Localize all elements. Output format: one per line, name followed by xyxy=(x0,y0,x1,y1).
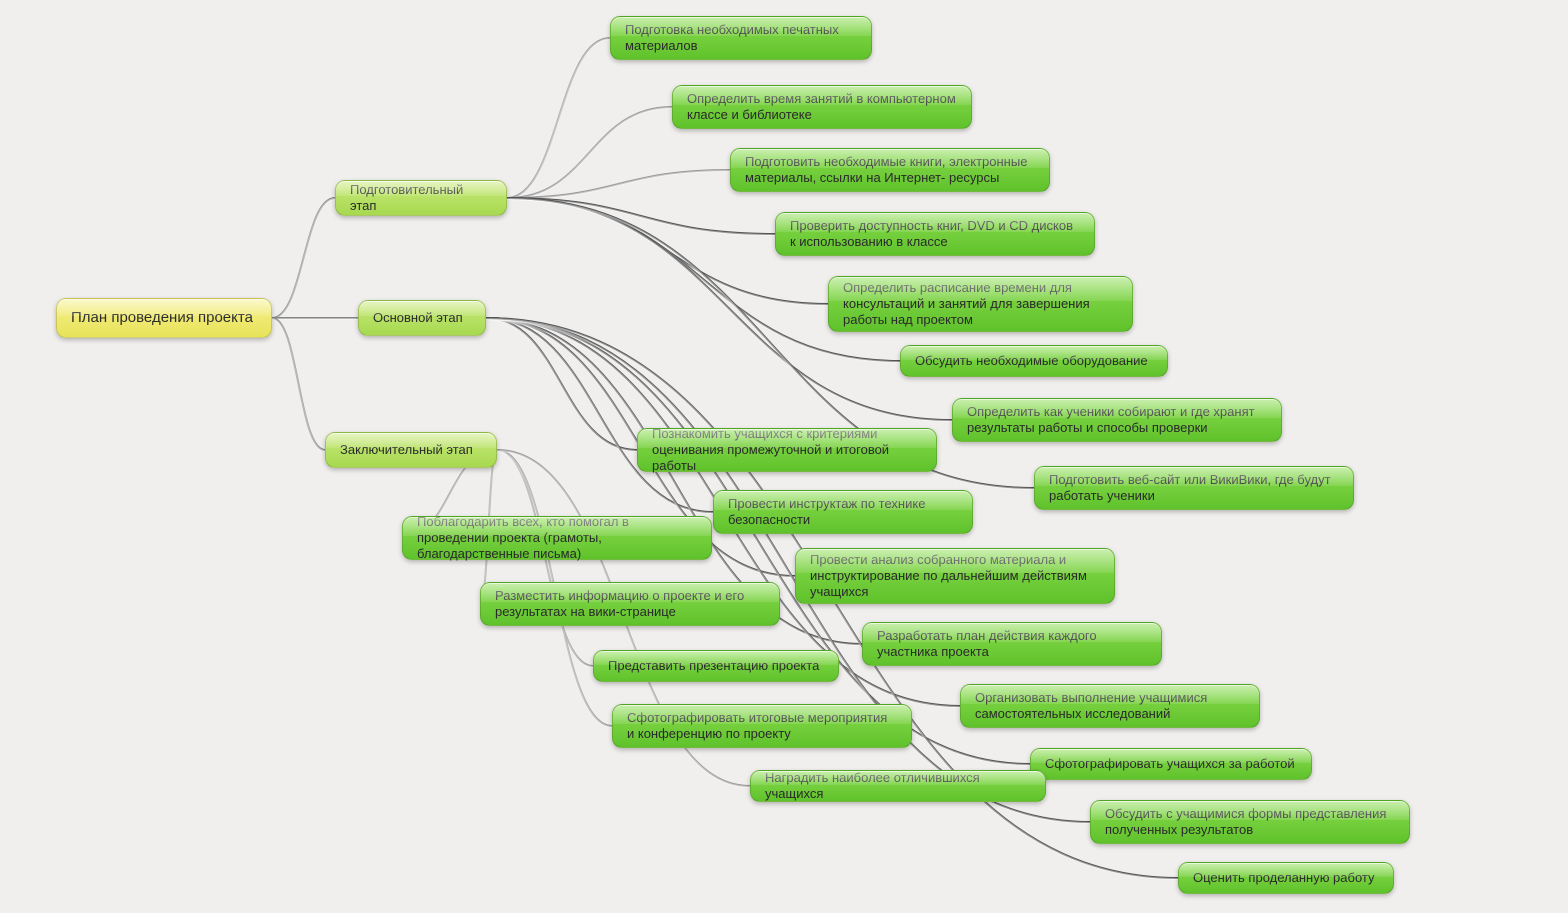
node-leaf[interactable]: Представить презентацию проекта xyxy=(593,650,839,682)
node-leaf[interactable]: Подготовить необходимые книги, электронн… xyxy=(730,148,1050,192)
node-label: Провести инструктаж по технике безопасно… xyxy=(728,496,958,529)
node-label: Оценить проделанную работу xyxy=(1193,870,1375,886)
node-label: Определить как ученики собирают и где хр… xyxy=(967,404,1267,437)
node-leaf[interactable]: Определить время занятий в компьютерном … xyxy=(672,85,972,129)
node-leaf[interactable]: Провести инструктаж по технике безопасно… xyxy=(713,490,973,534)
node-label: Разработать план действия каждого участн… xyxy=(877,628,1147,661)
node-label: Обсудить необходимые оборудование xyxy=(915,353,1148,369)
node-leaf[interactable]: Разместить информацию о проекте и его ре… xyxy=(480,582,780,626)
node-leaf[interactable]: Поблагодарить всех, кто помогал в провед… xyxy=(402,516,712,560)
node-leaf[interactable]: Подготовка необходимых печатных материал… xyxy=(610,16,872,60)
node-stage-main[interactable]: Основной этап xyxy=(358,300,486,336)
node-label: Сфотографировать итоговые мероприятия и … xyxy=(627,710,897,743)
node-leaf[interactable]: Определить расписание времени для консул… xyxy=(828,276,1133,332)
node-leaf[interactable]: Подготовить веб-сайт или ВикиВики, где б… xyxy=(1034,466,1354,510)
node-leaf[interactable]: Организовать выполнение учащимися самост… xyxy=(960,684,1260,728)
node-leaf[interactable]: Наградить наиболее отличившихся учащихся xyxy=(750,770,1046,802)
node-label: Подготовительный этап xyxy=(350,182,492,215)
node-leaf[interactable]: Провести анализ собранного материала и и… xyxy=(795,548,1115,604)
node-label: Проверить доступность книг, DVD и CD дис… xyxy=(790,218,1080,251)
node-leaf[interactable]: Сфотографировать итоговые мероприятия и … xyxy=(612,704,912,748)
node-leaf[interactable]: Проверить доступность книг, DVD и CD дис… xyxy=(775,212,1095,256)
node-stage-final[interactable]: Заключительный этап xyxy=(325,432,497,468)
node-label: Провести анализ собранного материала и и… xyxy=(810,552,1100,601)
node-label: Определить время занятий в компьютерном … xyxy=(687,91,957,124)
node-leaf[interactable]: Определить как ученики собирают и где хр… xyxy=(952,398,1282,442)
node-leaf[interactable]: Оценить проделанную работу xyxy=(1178,862,1394,894)
node-label: Наградить наиболее отличившихся учащихся xyxy=(765,770,1031,803)
node-label: Представить презентацию проекта xyxy=(608,658,819,674)
node-leaf[interactable]: Разработать план действия каждого участн… xyxy=(862,622,1162,666)
node-label: Подготовка необходимых печатных материал… xyxy=(625,22,857,55)
node-label: Основной этап xyxy=(373,310,463,326)
node-label: Познакомить учащихся с критериями оценив… xyxy=(652,426,922,475)
node-label: Сфотографировать учащихся за работой xyxy=(1045,756,1295,772)
node-leaf[interactable]: Обсудить необходимые оборудование xyxy=(900,345,1168,377)
mindmap-canvas: План проведения проекта Подготовительный… xyxy=(0,0,1568,913)
node-leaf[interactable]: Сфотографировать учащихся за работой xyxy=(1030,748,1312,780)
node-label: Поблагодарить всех, кто помогал в провед… xyxy=(417,514,697,563)
node-label: План проведения проекта xyxy=(71,309,253,328)
node-stage-preparatory[interactable]: Подготовительный этап xyxy=(335,180,507,216)
node-root[interactable]: План проведения проекта xyxy=(56,298,272,338)
node-label: Определить расписание времени для консул… xyxy=(843,280,1118,329)
node-label: Заключительный этап xyxy=(340,442,473,458)
node-leaf[interactable]: Познакомить учащихся с критериями оценив… xyxy=(637,428,937,472)
node-label: Подготовить веб-сайт или ВикиВики, где б… xyxy=(1049,472,1339,505)
node-leaf[interactable]: Обсудить с учащимися формы представления… xyxy=(1090,800,1410,844)
node-label: Подготовить необходимые книги, электронн… xyxy=(745,154,1035,187)
node-label: Организовать выполнение учащимися самост… xyxy=(975,690,1245,723)
node-label: Обсудить с учащимися формы представления… xyxy=(1105,806,1395,839)
node-label: Разместить информацию о проекте и его ре… xyxy=(495,588,765,621)
